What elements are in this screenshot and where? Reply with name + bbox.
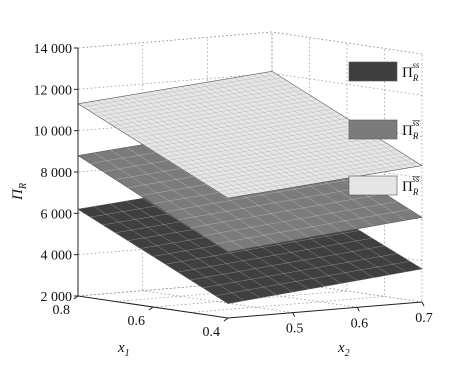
x2-axis-label: x2 <box>337 340 350 359</box>
z-tick-label: 2 000 <box>41 290 73 305</box>
x1-tick-label: 0.4 <box>203 325 221 340</box>
mesh-line <box>246 75 397 171</box>
x1-gridline <box>152 43 348 308</box>
z-gridline <box>77 72 423 96</box>
x1-tick-label: 0.6 <box>128 314 146 329</box>
mesh-line <box>92 80 288 114</box>
z-tick-label: 6 000 <box>41 207 73 222</box>
z-axis-label: ΠR <box>10 183 29 201</box>
z-tick-label: 8 000 <box>41 166 73 181</box>
legend-label: ΠRs̅s̅ <box>402 118 420 141</box>
mesh-line <box>252 74 403 170</box>
x2-tick <box>292 312 296 317</box>
mesh-line <box>97 83 293 117</box>
legend-swatch <box>348 175 398 196</box>
legend-swatch <box>348 119 398 140</box>
x2-tick-label: 0.6 <box>351 316 369 331</box>
legend-swatch <box>348 61 398 82</box>
legend-label: ΠRs̅s̅ <box>402 174 420 197</box>
surface-series-3 <box>77 70 423 199</box>
x2-tick-label: 0.7 <box>415 311 433 326</box>
z-tick-label: 14 000 <box>34 42 73 57</box>
z-tick-label: 10 000 <box>34 125 73 140</box>
legend-item: ΠRss <box>348 60 420 83</box>
x1-gridline <box>77 32 273 297</box>
legend-item: ΠRs̅s̅ <box>348 118 420 141</box>
x2-tick <box>421 301 425 307</box>
mesh-line <box>258 73 410 168</box>
mesh-line <box>82 74 278 108</box>
x2-axis <box>227 301 423 319</box>
x1-axis-label: x1 <box>117 340 130 359</box>
x1-tick <box>223 317 229 322</box>
x1-gridline <box>190 48 385 313</box>
z-gridline <box>77 31 423 55</box>
z-tick-label: 12 000 <box>34 83 73 98</box>
mesh-line <box>87 77 283 111</box>
legend-label: ΠRss <box>402 60 420 83</box>
legend-item: ΠRs̅s̅ <box>348 174 420 197</box>
legend: ΠRss ΠRs̅s̅ ΠRs̅s̅ <box>348 60 420 197</box>
x1-gridline <box>115 37 310 302</box>
surface-layer <box>77 70 423 304</box>
mesh-line <box>239 76 390 172</box>
x2-tick-label: 0.5 <box>286 322 304 337</box>
pane-top-edge <box>77 31 423 55</box>
labels-layer: 2 000 4 000 6 000 8 000 10 000 12 000 14 000 0.… <box>10 42 433 359</box>
x1-tick <box>148 306 154 311</box>
x1-tick <box>73 295 79 300</box>
z-tick-label: 4 000 <box>41 249 73 264</box>
x2-tick <box>356 307 360 312</box>
mesh-line <box>265 72 416 167</box>
x1-tick-label: 0.8 <box>53 303 71 318</box>
